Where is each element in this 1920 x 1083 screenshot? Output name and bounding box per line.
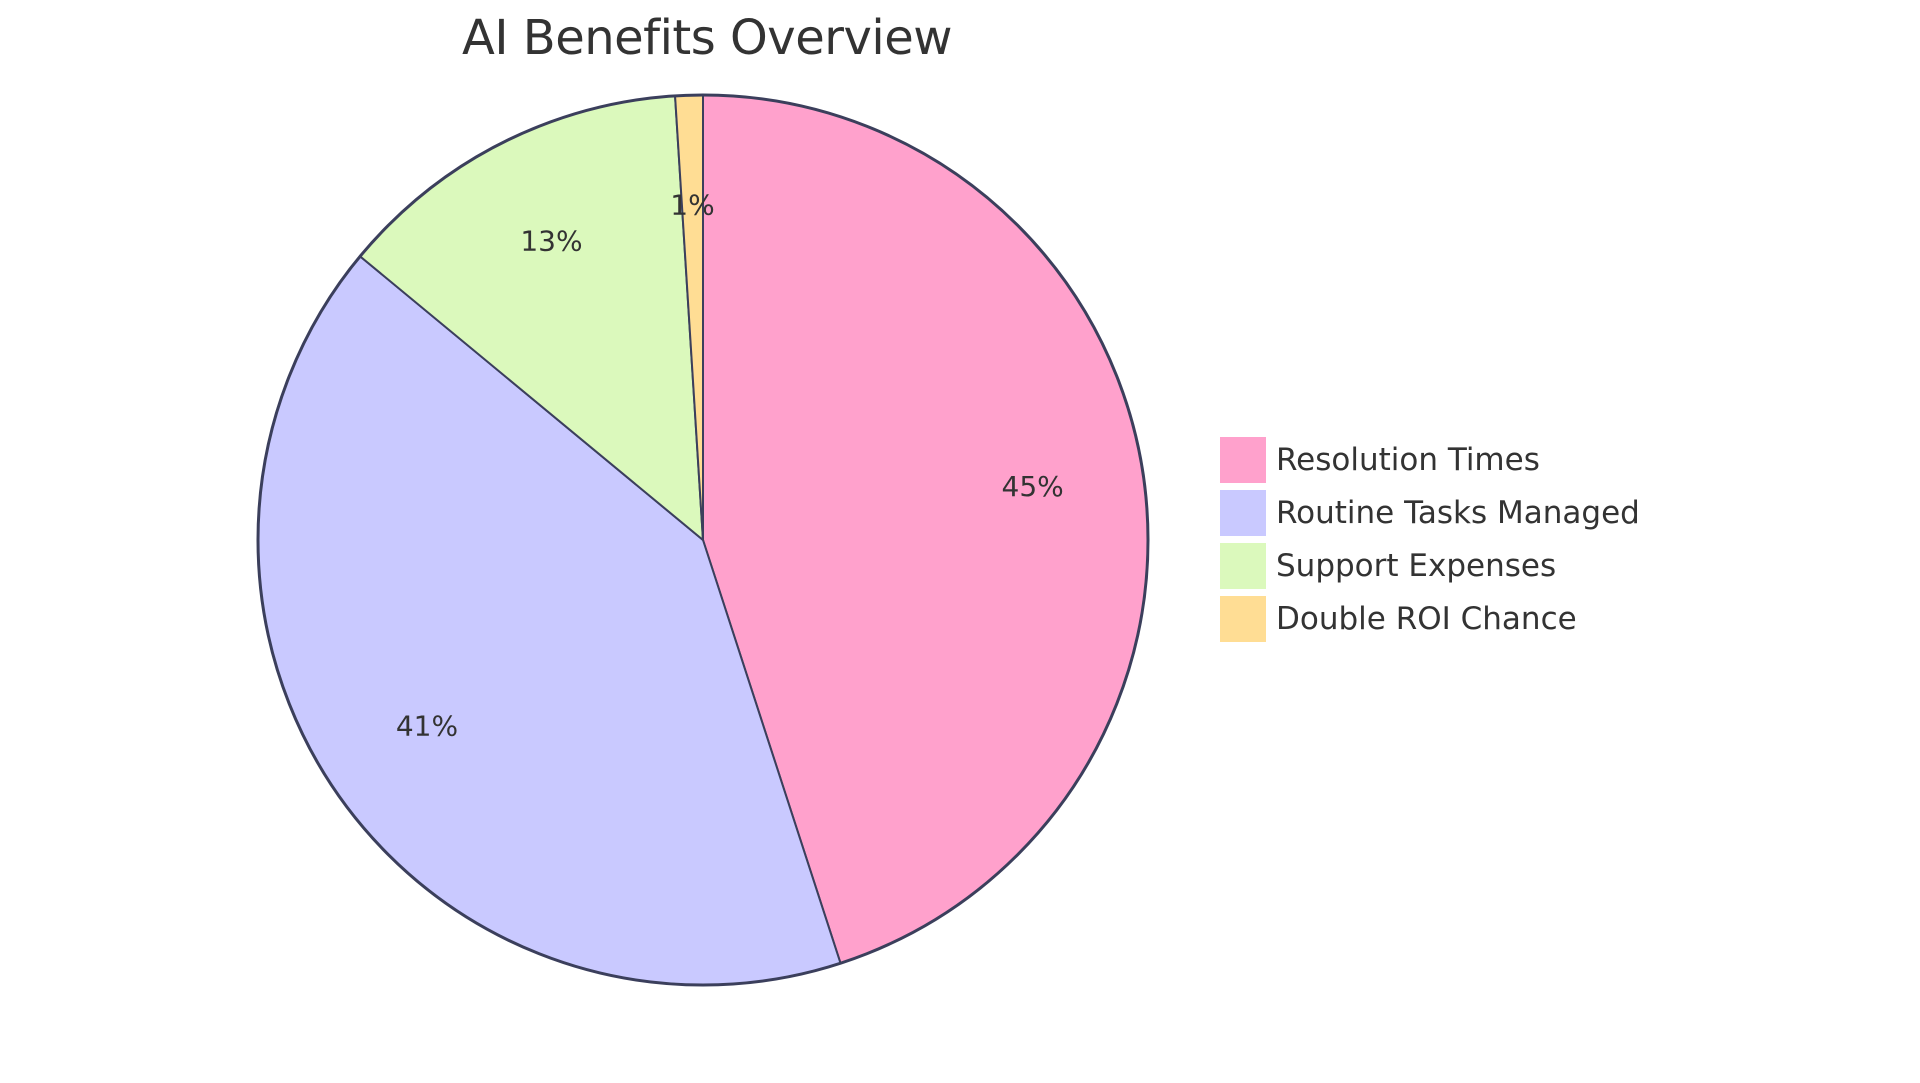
- legend-item-double-roi-chance: Double ROI Chance: [1220, 592, 1640, 645]
- pie-labels: 45% 41% 13% 1%: [396, 188, 1064, 742]
- legend-label: Resolution Times: [1276, 441, 1540, 478]
- legend-label: Double ROI Chance: [1276, 600, 1577, 637]
- legend-swatch: [1220, 542, 1266, 589]
- legend: Resolution Times Routine Tasks Managed S…: [1220, 433, 1640, 645]
- legend-item-resolution-times: Resolution Times: [1220, 433, 1640, 486]
- legend-item-support-expenses: Support Expenses: [1220, 539, 1640, 592]
- pie-outline: [256, 93, 1150, 987]
- legend-label: Support Expenses: [1276, 547, 1557, 584]
- slice-percent-label: 1%: [670, 188, 714, 221]
- legend-label: Routine Tasks Managed: [1276, 494, 1640, 531]
- slice-percent-label: 41%: [396, 710, 458, 743]
- pie-slices: [256, 93, 1150, 987]
- legend-swatch: [1220, 436, 1266, 483]
- slice-percent-label: 13%: [520, 225, 582, 258]
- legend-swatch: [1220, 489, 1266, 536]
- slice-percent-label: 45%: [1002, 470, 1064, 503]
- legend-swatch: [1220, 595, 1266, 642]
- chart-title: AI Benefits Overview: [462, 10, 952, 66]
- legend-item-routine-tasks-managed: Routine Tasks Managed: [1220, 486, 1640, 539]
